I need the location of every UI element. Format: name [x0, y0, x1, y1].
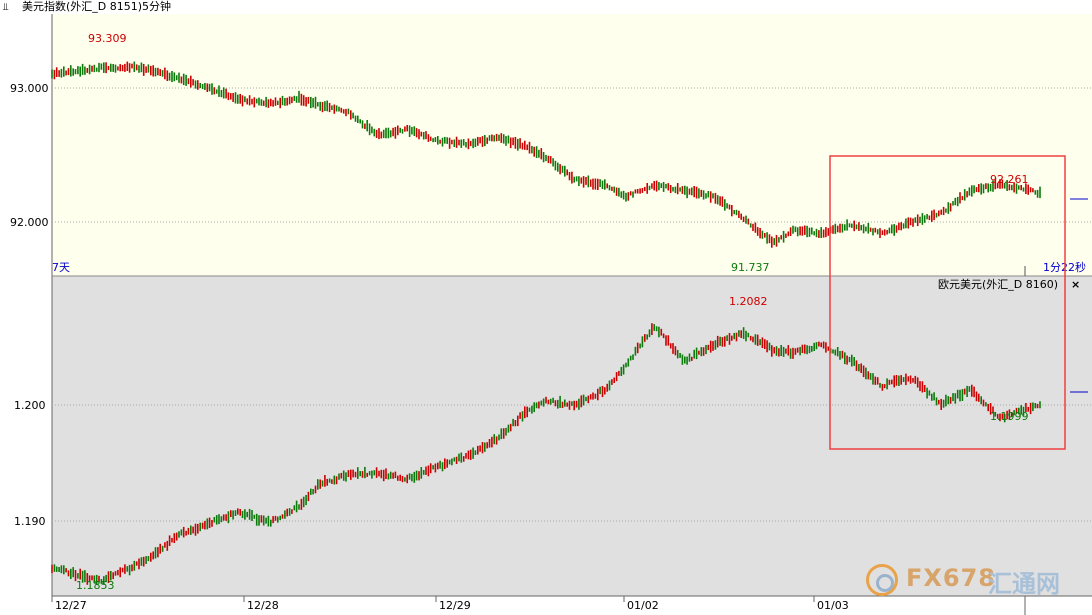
x-axis-label: 01/03 — [817, 599, 849, 612]
bottom-price-series — [51, 323, 1041, 585]
bottom-panel-title: 欧元美元(外汇_D 8160) — [938, 278, 1058, 291]
top-panel-background — [52, 14, 1092, 276]
highlight-box — [829, 155, 1066, 450]
title-bar: ⫫ 美元指数(外汇_D 8151)5分钟 — [0, 0, 1092, 14]
top-recent-high-label: 92.261 — [990, 173, 1029, 186]
y-axis-gutter — [0, 14, 52, 596]
watermark-text: FX678 — [906, 564, 996, 592]
chart-switch-icon[interactable]: ⫫ — [3, 2, 9, 13]
bottom-panel-background — [52, 276, 1092, 596]
x-axis-label: 12/29 — [439, 599, 471, 612]
window-title: 美元指数(外汇_D 8151)5分钟 — [22, 0, 172, 13]
top-high-label: 93.309 — [88, 32, 127, 45]
bottom-low-label: 1.1853 — [76, 579, 115, 592]
close-panel-button[interactable]: × — [1071, 278, 1080, 291]
top-y-tick-label: 92.000 — [10, 216, 49, 229]
top-y-tick-label: 93.000 — [10, 82, 49, 95]
bottom-high-label: 1.2082 — [729, 295, 768, 308]
period-label[interactable]: 7天 — [52, 261, 70, 274]
watermark-logo-icon — [866, 564, 898, 596]
watermark-cn: 汇通网 — [988, 570, 1060, 598]
top-low-label: 91.737 — [731, 261, 770, 274]
x-axis-label: 12/28 — [247, 599, 279, 612]
x-axis-label: 12/27 — [55, 599, 87, 612]
watermark: FX678 汇通网 — [866, 562, 1076, 598]
bottom-y-tick-label: 1.190 — [14, 515, 46, 528]
bottom-y-tick-label: 1.200 — [14, 399, 46, 412]
bottom-recent-low-label: 1.1999 — [990, 410, 1029, 423]
x-axis-label: 01/02 — [627, 599, 659, 612]
top-price-series — [51, 61, 1041, 248]
x-axis-strip — [0, 596, 1092, 615]
